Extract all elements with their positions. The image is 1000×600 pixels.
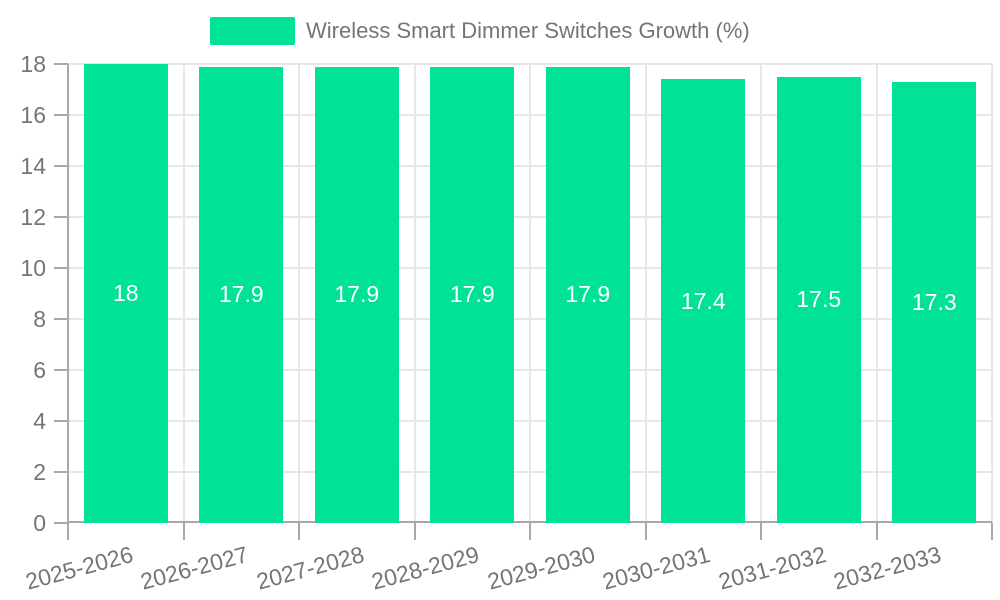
gridline-x (875, 64, 878, 523)
y-tick (54, 522, 68, 524)
x-tick (875, 523, 878, 540)
x-axis-label: 2028-2029 (368, 541, 482, 595)
bar: 17.3 (892, 81, 977, 523)
y-tick (54, 471, 68, 473)
legend-label: Wireless Smart Dimmer Switches Growth (%… (306, 18, 750, 43)
x-axis-label: 2030-2031 (599, 541, 713, 595)
y-axis-label: 0 (33, 510, 46, 536)
gridline-x (529, 64, 531, 523)
y-axis-label: 2 (33, 459, 46, 485)
y-axis-line (67, 64, 69, 523)
y-axis-label: 16 (20, 102, 46, 128)
bar-value-label: 17.5 (796, 286, 842, 313)
x-tick (67, 523, 69, 540)
y-axis-label: 8 (33, 306, 46, 332)
y-axis-label: 12 (20, 204, 46, 230)
y-tick (54, 165, 68, 167)
bar-value-label: 17.9 (218, 281, 264, 308)
bar: 17.9 (545, 66, 630, 523)
gridline-x (298, 64, 300, 523)
x-tick (413, 523, 416, 540)
bar-value-label: 17.9 (449, 281, 495, 308)
y-tick (54, 318, 68, 320)
x-axis-label: 2025-2026 (22, 541, 136, 595)
x-axis-line (68, 521, 992, 523)
x-axis-label: 2027-2028 (253, 541, 367, 595)
y-tick (54, 63, 68, 65)
x-axis-label: 2029-2030 (484, 541, 598, 595)
x-axis-label: 2031-2032 (715, 541, 829, 595)
bar: 17.5 (776, 76, 861, 523)
bar-value-label: 17.9 (334, 281, 380, 308)
x-tick (760, 523, 762, 540)
gridline-x (182, 64, 185, 523)
y-tick (54, 114, 68, 116)
y-axis-label: 10 (20, 255, 46, 281)
bar: 17.4 (661, 79, 746, 523)
bar-value-label: 18 (112, 280, 139, 306)
bar: 17.9 (314, 66, 399, 523)
bar: 17.9 (199, 66, 284, 523)
x-axis-label: 2032-2033 (830, 541, 944, 595)
bar-value-label: 17.3 (911, 288, 957, 315)
gridline-x (991, 64, 993, 523)
gridline-x (413, 64, 416, 523)
x-tick (991, 523, 993, 540)
x-tick (182, 523, 185, 540)
gridline-x (760, 64, 762, 523)
y-tick (54, 216, 68, 218)
bar-value-label: 17.4 (680, 287, 726, 314)
x-tick (298, 523, 300, 540)
x-tick (529, 523, 531, 540)
y-tick (54, 420, 68, 422)
y-tick (54, 369, 68, 371)
y-axis-label: 14 (20, 153, 46, 179)
bar-value-label: 17.9 (565, 281, 611, 308)
x-tick (644, 523, 647, 540)
y-axis-label: 4 (33, 408, 46, 434)
y-tick (54, 267, 68, 269)
bar: 18 (83, 64, 168, 523)
bar: 17.9 (430, 66, 515, 523)
y-axis-label: 6 (33, 357, 46, 383)
legend-swatch-icon (210, 17, 295, 45)
y-axis-label: 18 (20, 51, 46, 77)
legend[interactable]: Wireless Smart Dimmer Switches Growth (%… (210, 17, 750, 45)
gridline-x (644, 64, 647, 523)
x-axis-label: 2026-2027 (137, 541, 251, 595)
